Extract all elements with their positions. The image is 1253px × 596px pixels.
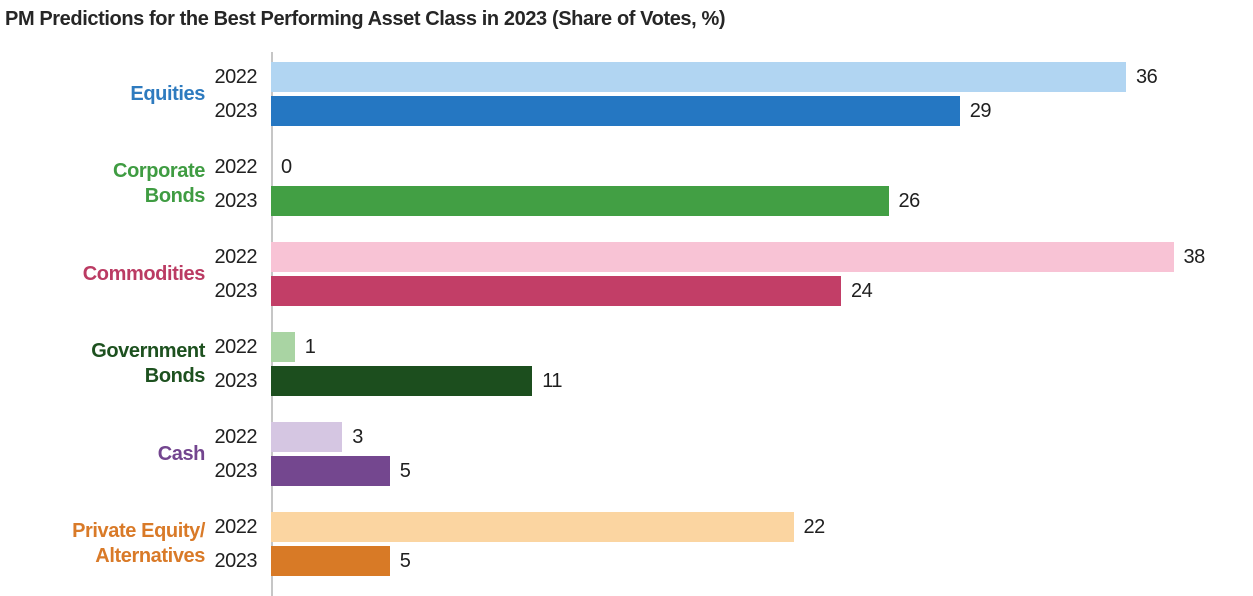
bar-area: 36: [271, 62, 1221, 92]
bar: [271, 546, 390, 576]
bar-area: 26: [271, 186, 1221, 216]
bar-row: 2022 0: [205, 152, 1253, 182]
year-tick-label: 2022: [214, 65, 258, 88]
bar-row: 2023 26: [205, 186, 1253, 216]
year-tick-label: 2023: [214, 189, 258, 212]
category-label: Government Bonds: [0, 339, 205, 389]
category-label: Private Equity/Alternatives: [0, 519, 205, 569]
year-tick-label: 2023: [214, 369, 258, 392]
bar-row: 2023 29: [205, 96, 1253, 126]
bar-value-label: 11: [542, 369, 563, 392]
category-label-line: Bonds: [144, 185, 206, 207]
bar-groups-container: Equities 2022 36 2023 29 Corporate Bonds …: [0, 62, 1253, 596]
category-label: Commodities: [0, 262, 206, 287]
bar: [271, 96, 960, 126]
category-label-line: Bonds: [144, 365, 206, 387]
category-group: Corporate Bonds 2022 0 2023 26: [0, 152, 1253, 216]
bar: [271, 242, 1174, 272]
category-label: Corporate Bonds: [0, 159, 205, 209]
year-tick-label: 2023: [214, 99, 258, 122]
bar-value-label: 29: [969, 99, 992, 122]
bar-value-label: 5: [399, 549, 411, 572]
bar-row: 2022 1: [205, 332, 1253, 362]
bar-row: 2023 24: [205, 276, 1253, 306]
bar-area: 3: [271, 422, 1221, 452]
bar-area: 38: [271, 242, 1221, 272]
bar: [271, 62, 1126, 92]
year-tick-label: 2022: [214, 335, 258, 358]
category-bar-rows: 2022 38 2023 24: [205, 242, 1253, 306]
bar-value-label: 3: [352, 425, 363, 448]
category-label-line: Government: [91, 340, 205, 362]
bar-row: 2022 22: [205, 512, 1253, 542]
bar: [271, 332, 295, 362]
category-bar-rows: 2022 22 2023 5: [205, 512, 1253, 576]
bar: [271, 512, 794, 542]
bar-area: 11: [271, 366, 1221, 396]
bar-row: 2023 5: [205, 456, 1253, 486]
bar-row: 2022 3: [205, 422, 1253, 452]
category-label: Equities: [0, 82, 205, 107]
category-label-line: Equities: [130, 82, 205, 105]
bar-area: 29: [271, 96, 1221, 126]
bar-area: 1: [271, 332, 1221, 362]
year-tick-label: 2022: [214, 155, 258, 178]
category-label-line: Alternatives: [95, 545, 205, 567]
year-tick-label: 2022: [214, 245, 258, 268]
category-bar-rows: 2022 0 2023 26: [205, 152, 1253, 216]
bar-row: 2022 38: [205, 242, 1253, 272]
year-tick-label: 2022: [214, 515, 258, 538]
category-group: Equities 2022 36 2023 29: [0, 62, 1253, 126]
bar-row: 2023 11: [205, 366, 1253, 396]
year-tick-label: 2023: [214, 279, 258, 302]
category-label-line: Commodities: [82, 262, 206, 285]
bar: [271, 276, 841, 306]
category-group: Government Bonds 2022 1 2023 11: [0, 332, 1253, 396]
category-bar-rows: 2022 36 2023 29: [205, 62, 1253, 126]
category-group: Commodities 2022 38 2023 24: [0, 242, 1253, 306]
y-axis-line: [271, 52, 273, 596]
bar-value-label: 38: [1183, 245, 1206, 268]
bar-value-label: 22: [803, 515, 826, 538]
category-bar-rows: 2022 1 2023 11: [205, 332, 1253, 396]
bar-area: 0: [271, 152, 1221, 182]
year-tick-label: 2022: [214, 425, 258, 448]
category-label: Cash: [0, 442, 206, 467]
bar-row: 2022 36: [205, 62, 1253, 92]
bar-area: 5: [271, 456, 1221, 486]
bar-area: 22: [271, 512, 1221, 542]
bar: [271, 456, 390, 486]
bar-row: 2023 5: [205, 546, 1253, 576]
year-tick-label: 2023: [214, 459, 258, 482]
category-label-line: Private Equity/: [72, 520, 205, 542]
bar-value-label: 36: [1136, 65, 1158, 88]
bar-area: 5: [271, 546, 1221, 576]
bar-value-label: 24: [851, 279, 873, 302]
chart-title: PM Predictions for the Best Performing A…: [5, 8, 726, 30]
year-tick-label: 2023: [214, 549, 258, 572]
category-group: Private Equity/Alternatives 2022 22 2023…: [0, 512, 1253, 576]
bar-value-label: 1: [304, 335, 316, 358]
category-label-line: Corporate: [113, 160, 205, 182]
category-group: Cash 2022 3 2023 5: [0, 422, 1253, 486]
bar-value-label: 5: [399, 459, 411, 482]
bar-value-label: 26: [898, 189, 921, 212]
bar-area: 24: [271, 276, 1221, 306]
category-bar-rows: 2022 3 2023 5: [205, 422, 1253, 486]
category-label-line: Cash: [157, 442, 206, 465]
bar: [271, 366, 533, 396]
bar: [271, 186, 889, 216]
bar: [271, 422, 343, 452]
bar-value-label: 0: [281, 155, 292, 178]
